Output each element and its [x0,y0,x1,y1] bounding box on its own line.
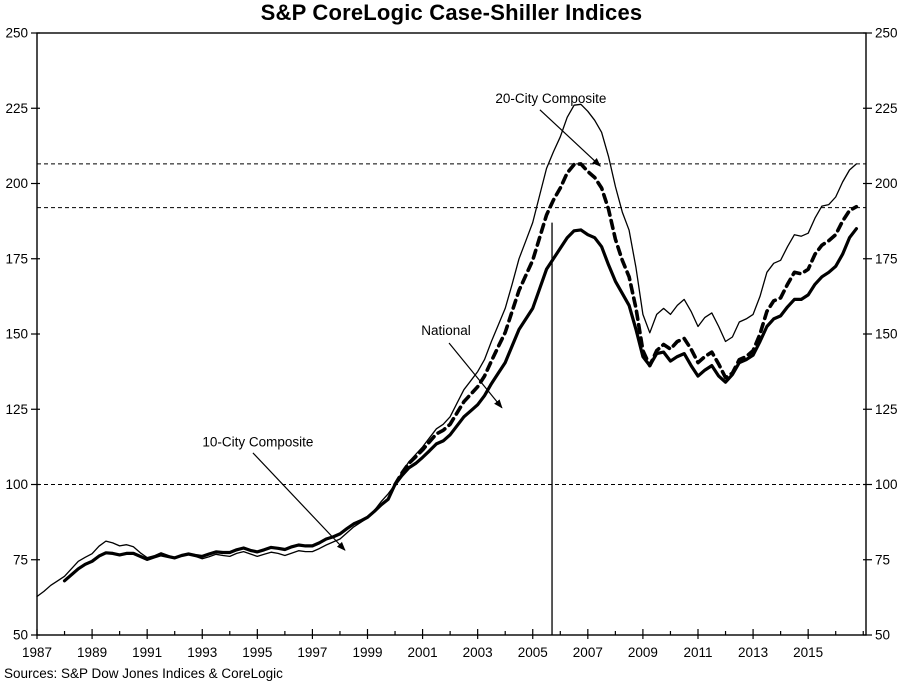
y-tick-label-left: 75 [13,552,28,567]
series-national [62,227,859,583]
x-tick-label: 2011 [683,645,712,660]
y-tick-label-right: 250 [875,26,898,41]
x-tick-label: 1999 [352,645,382,660]
y-tick-label-left: 225 [5,101,28,116]
series-10-city-composite [36,103,858,598]
y-tick-label-left: 250 [5,26,28,41]
annotation-label: National [421,323,471,338]
annotation-arrow [252,452,346,551]
x-tick-label: 1995 [242,645,272,660]
y-tick-label-right: 125 [875,402,898,417]
x-tick-label: 1987 [22,645,52,660]
x-tick-label: 1989 [77,645,107,660]
source-note: Sources: S&P Dow Jones Indices & CoreLog… [4,666,283,681]
annotation-arrow [539,109,601,167]
annotation-label: 10-City Composite [202,434,313,449]
y-tick-label-left: 125 [5,402,28,417]
y-tick-label-left: 200 [5,176,28,191]
y-tick-label-left: 100 [5,477,28,492]
x-tick-label: 2001 [408,645,438,660]
x-tick-label: 1991 [132,645,162,660]
x-tick-label: 2013 [738,645,768,660]
y-tick-label-right: 100 [875,477,898,492]
y-tick-label-left: 50 [13,628,28,643]
y-tick-label-right: 150 [875,327,898,342]
series-20-city-composite [393,162,859,487]
x-tick-label: 1997 [297,645,327,660]
annotation-label: 20-City Composite [495,91,606,106]
x-tick-label: 2009 [628,645,658,660]
x-axis: 1987 1989 1991 1993 1995 1997 1999 2001 2003 2005… [22,629,864,660]
annotation-arrow [448,342,503,409]
x-tick-label: 2003 [463,645,493,660]
annotations: 20-City Composite National 10-City Composi… [202,91,606,551]
x-tick-label: 2007 [573,645,603,660]
reference-lines [37,163,866,635]
chart-title: S&P CoreLogic Case-Shiller Indices [260,0,643,25]
x-tick-label: 2015 [793,645,823,660]
y-axis: 50 50 75 75 100 100 125 125 150 150 175 175 200 200 22… [5,26,897,643]
x-tick-label: 1993 [187,645,217,660]
y-tick-label-right: 75 [875,552,890,567]
y-tick-label-right: 50 [875,628,890,643]
y-tick-label-left: 175 [5,251,28,266]
y-tick-label-right: 200 [875,176,898,191]
y-tick-label-right: 175 [875,251,898,266]
x-tick-label: 2005 [518,645,548,660]
y-tick-label-left: 150 [5,327,28,342]
y-tick-label-right: 225 [875,101,898,116]
